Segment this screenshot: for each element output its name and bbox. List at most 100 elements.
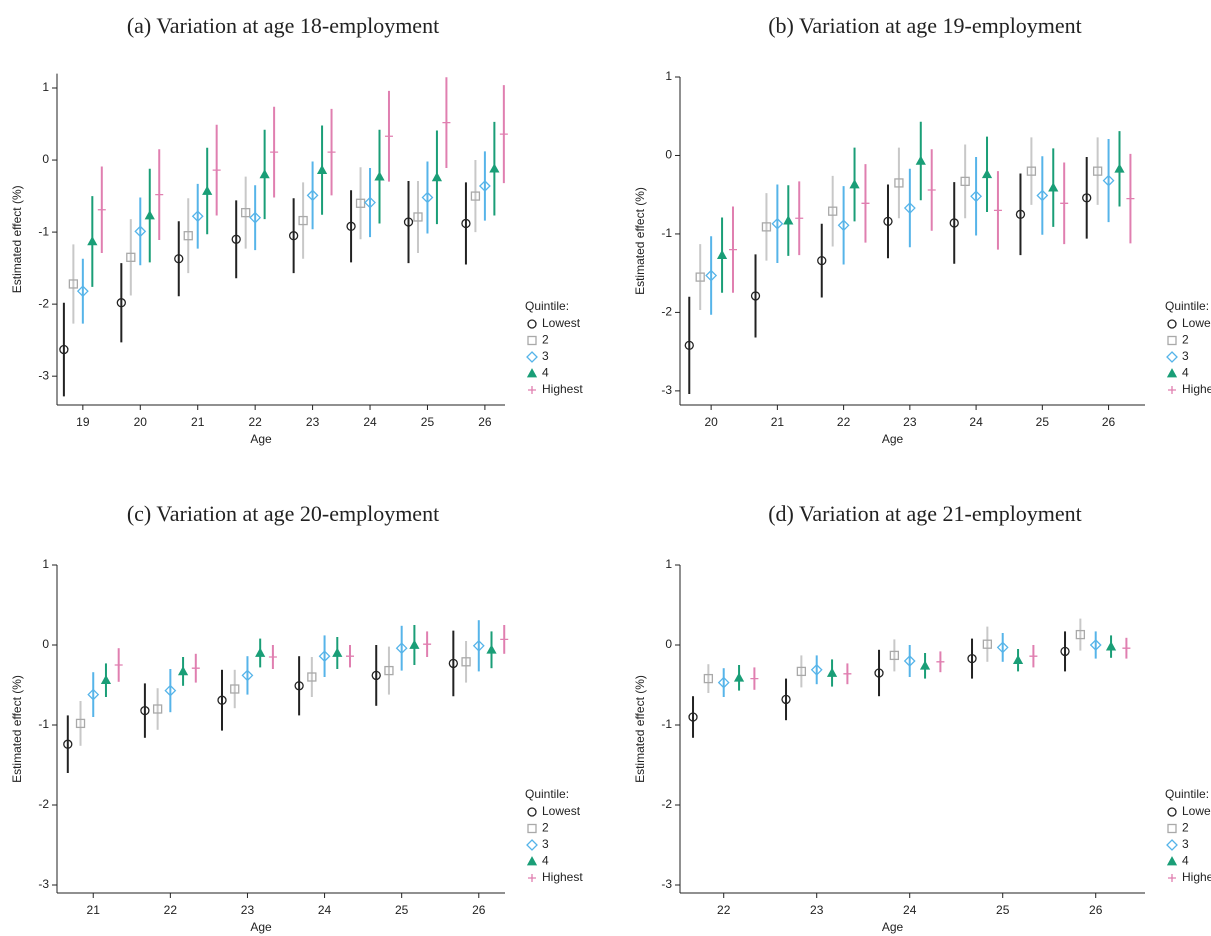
point xyxy=(231,234,241,244)
point xyxy=(936,657,945,666)
point xyxy=(1114,163,1125,173)
point xyxy=(716,249,728,259)
point xyxy=(967,653,977,664)
point xyxy=(472,639,485,652)
point xyxy=(76,285,89,298)
legend-marker xyxy=(1166,839,1178,851)
legend-marker xyxy=(1167,335,1177,346)
point xyxy=(817,255,827,266)
legend-marker xyxy=(1168,874,1176,882)
x-tick-label: 21 xyxy=(191,415,205,429)
legend-label: Lowest xyxy=(542,316,581,330)
point xyxy=(461,218,471,229)
point xyxy=(1122,644,1131,653)
point xyxy=(442,118,451,127)
point xyxy=(241,669,254,682)
point xyxy=(355,198,366,208)
y-tick-label: -2 xyxy=(661,797,672,811)
point xyxy=(993,206,1002,215)
point xyxy=(705,269,718,282)
point xyxy=(919,660,931,670)
point xyxy=(140,705,150,716)
point xyxy=(259,169,270,179)
x-tick-label: 19 xyxy=(76,415,90,429)
x-tick-label: 25 xyxy=(421,415,435,429)
y-tick-label: -3 xyxy=(38,368,49,382)
point xyxy=(750,291,761,301)
y-tick-label: -3 xyxy=(661,383,672,397)
point xyxy=(177,666,189,676)
x-tick-label: 20 xyxy=(704,415,718,429)
legend-label: 3 xyxy=(542,837,549,851)
point xyxy=(703,673,714,684)
point xyxy=(894,178,904,188)
y-tick-label: 1 xyxy=(42,557,49,571)
legend-label: Highest xyxy=(542,870,583,884)
point xyxy=(1048,182,1059,192)
y-axis-label: Estimated effect (%) xyxy=(10,675,24,783)
point xyxy=(413,212,423,222)
point xyxy=(461,657,471,667)
point xyxy=(750,674,759,683)
point xyxy=(849,179,860,189)
legend-marker xyxy=(527,319,537,329)
x-tick-label: 23 xyxy=(903,415,917,429)
y-tick-label: -2 xyxy=(661,305,672,319)
legend-title: Quintile: xyxy=(525,787,569,801)
point xyxy=(364,196,376,209)
x-tick-label: 21 xyxy=(771,415,785,429)
x-tick-label: 23 xyxy=(306,415,320,429)
point xyxy=(191,210,204,223)
point xyxy=(1089,639,1102,651)
x-tick-label: 24 xyxy=(969,415,983,429)
x-axis-label: Age xyxy=(250,920,272,934)
legend-marker xyxy=(1166,368,1178,378)
x-tick-label: 24 xyxy=(363,415,377,429)
panel: (b) Variation at age 19-employment 1 0 -1 -2… xyxy=(633,13,1211,446)
point xyxy=(1075,629,1086,640)
legend-label: Lowest xyxy=(1182,316,1211,330)
point xyxy=(298,215,308,226)
y-tick-label: -1 xyxy=(38,224,49,238)
legend-label: 2 xyxy=(1182,333,1189,347)
point xyxy=(889,650,900,661)
point xyxy=(1102,174,1115,187)
point xyxy=(374,171,385,181)
point xyxy=(255,647,266,657)
point xyxy=(87,236,98,246)
point xyxy=(384,132,393,141)
legend-marker xyxy=(527,335,537,346)
point xyxy=(861,199,870,208)
point xyxy=(903,202,916,214)
y-tick-label: 0 xyxy=(42,637,49,651)
legend-title: Quintile: xyxy=(1165,787,1209,801)
y-tick-label: 1 xyxy=(42,80,49,94)
point xyxy=(346,221,356,231)
x-axis-label: Age xyxy=(250,432,272,446)
legend-marker xyxy=(528,874,536,882)
x-tick-label: 22 xyxy=(717,903,731,917)
point xyxy=(499,130,508,139)
point xyxy=(486,644,497,654)
point xyxy=(134,225,147,238)
point xyxy=(783,215,794,225)
point xyxy=(327,148,336,157)
point xyxy=(771,217,784,230)
y-tick-label: -2 xyxy=(38,296,49,310)
x-tick-label: 20 xyxy=(134,415,148,429)
x-tick-label: 26 xyxy=(472,903,486,917)
x-tick-label: 26 xyxy=(1089,903,1103,917)
y-tick-label: 0 xyxy=(665,637,672,651)
point xyxy=(960,176,970,187)
point xyxy=(448,658,458,669)
point xyxy=(837,219,850,232)
point xyxy=(144,210,155,220)
point xyxy=(87,688,100,701)
y-axis-label: Estimated effect (%) xyxy=(10,185,24,293)
legend-marker xyxy=(528,386,536,394)
legend-marker xyxy=(1166,351,1178,363)
legend-label: Lowest xyxy=(542,804,581,818)
legend-title: Quintile: xyxy=(1165,299,1209,313)
legend-label: 4 xyxy=(1182,854,1189,868)
point xyxy=(63,739,73,749)
